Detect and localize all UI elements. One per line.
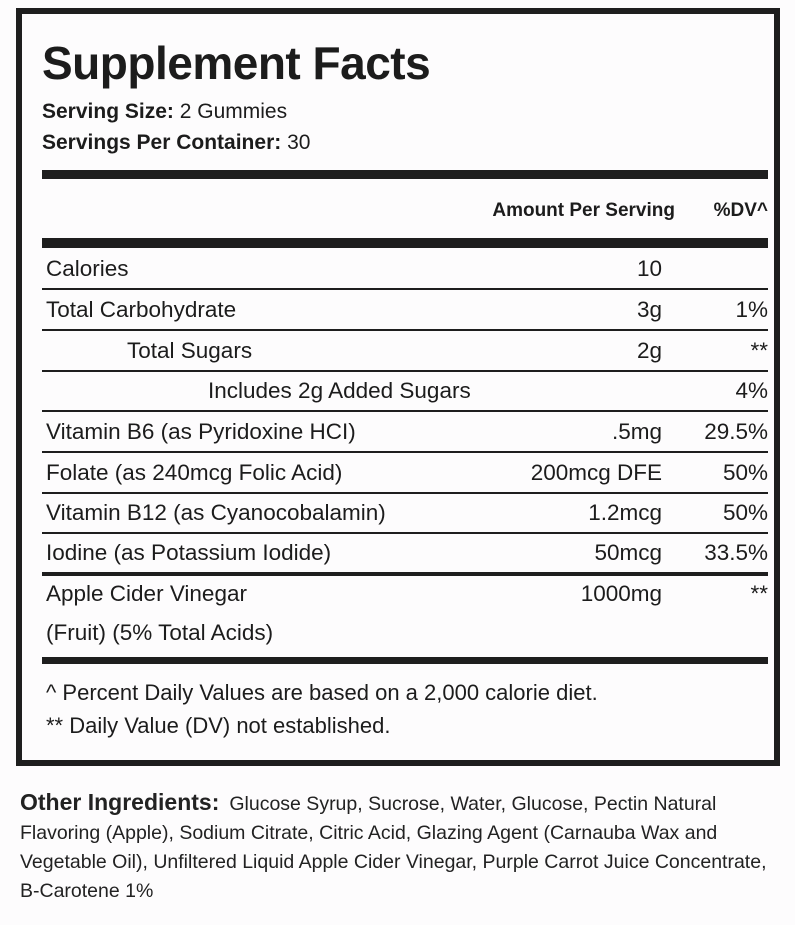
nutrient-name: Vitamin B6 (as Pyridoxine HCI) [46, 419, 356, 444]
footnote-not-established: ** Daily Value (DV) not established. [46, 713, 391, 738]
nutrient-amount: 50mcg [594, 540, 662, 565]
serving-size-label: Serving Size: [42, 100, 174, 123]
nutrient-row-continued: (Fruit) (5% Total Acids) [42, 613, 768, 653]
nutrient-amount: 200mcg DFE [530, 460, 662, 485]
nutrient-name: Total Sugars [127, 338, 253, 363]
other-ingredients-label: Other Ingredients: [20, 789, 220, 815]
nutrient-row: Total Sugars 2g ** [42, 331, 768, 371]
thick-divider [42, 170, 768, 179]
nutrient-dv: 4% [735, 378, 768, 403]
nutrient-name-line2: (Fruit) (5% Total Acids) [46, 620, 274, 645]
nutrient-row: Vitamin B12 (as Cyanocobalamin) 1.2mcg 50% [42, 493, 768, 533]
nutrient-amount: .5mg [611, 419, 662, 444]
divider [42, 288, 768, 290]
nutrient-dv: 1% [735, 297, 768, 322]
nutrient-row: Vitamin B6 (as Pyridoxine HCI) .5mg 29.5% [42, 412, 768, 452]
serving-size-value: 2 Gummies [179, 100, 288, 123]
amount-header: Amount Per Serving [492, 200, 675, 221]
nutrient-dv: 50% [722, 460, 768, 485]
nutrient-name: Apple Cider Vinegar [46, 581, 247, 606]
thick-divider [42, 657, 768, 664]
nutrient-name: Folate (as 240mcg Folic Acid) [46, 460, 343, 485]
divider [42, 329, 768, 331]
nutrient-dv: 29.5% [704, 419, 768, 444]
nutrient-name: Total Carbohydrate [46, 297, 237, 322]
thick-divider [42, 238, 768, 248]
divider [42, 532, 768, 534]
nutrient-dv: ** [750, 581, 768, 606]
nutrient-row: Calories 10 [42, 249, 768, 289]
nutrient-name: Calories [46, 256, 129, 281]
servings-label: Servings Per Container: [42, 131, 282, 154]
other-ingredients-text: Glucose Syrup, Sucrose, Water, Glucose, … [20, 793, 767, 902]
nutrient-row: Folate (as 240mcg Folic Acid) 200mcg DFE 5… [42, 453, 768, 493]
dv-header: %DV^ [713, 200, 768, 221]
facts-panel-border [16, 8, 780, 766]
nutrient-name: Vitamin B12 (as Cyanocobalamin) [46, 500, 386, 525]
divider [42, 451, 768, 453]
servings-value: 30 [287, 131, 311, 154]
nutrient-amount: 10 [636, 256, 662, 281]
divider [42, 410, 768, 412]
nutrient-dv: 33.5% [704, 540, 768, 565]
footnote-dv: ^ Percent Daily Values are based on a 2,… [46, 680, 598, 705]
nutrient-dv: ** [750, 338, 768, 363]
nutrient-amount: 1.2mcg [588, 500, 662, 525]
divider [42, 370, 768, 372]
other-ingredients: Other Ingredients: Glucose Syrup, Sucrose… [20, 788, 780, 906]
nutrient-row: Iodine (as Potassium Iodide) 50mcg 33.5% [42, 533, 768, 573]
serving-size: Serving Size: 2 Gummies [42, 100, 287, 124]
divider [42, 572, 768, 576]
nutrient-row: Apple Cider Vinegar 1000mg ** [42, 574, 768, 614]
nutrient-row: Total Carbohydrate 3g 1% [42, 290, 768, 330]
nutrient-dv: 50% [722, 500, 768, 525]
panel-title: Supplement Facts [42, 37, 431, 89]
nutrient-name: Includes 2g Added Sugars [208, 378, 471, 403]
servings-per-container: Servings Per Container: 30 [42, 131, 310, 155]
divider [42, 492, 768, 494]
nutrient-amount: 2g [636, 338, 662, 363]
nutrient-row: Includes 2g Added Sugars 4% [42, 371, 768, 411]
nutrient-amount: 3g [636, 297, 662, 322]
nutrient-amount: 1000mg [580, 581, 662, 606]
nutrient-name: Iodine (as Potassium Iodide) [46, 540, 332, 565]
